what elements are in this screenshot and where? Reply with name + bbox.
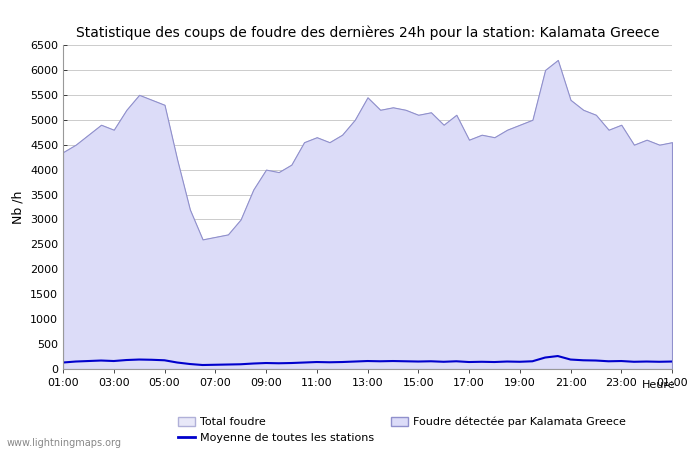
- Title: Statistique des coups de foudre des dernières 24h pour la station: Kalamata Gree: Statistique des coups de foudre des dern…: [76, 25, 659, 40]
- Y-axis label: Nb /h: Nb /h: [11, 190, 25, 224]
- Text: Heure: Heure: [642, 380, 675, 390]
- Legend: Total foudre, Moyenne de toutes les stations, Foudre détectée par Kalamata Greec: Total foudre, Moyenne de toutes les stat…: [178, 417, 626, 443]
- Text: www.lightningmaps.org: www.lightningmaps.org: [7, 438, 122, 448]
